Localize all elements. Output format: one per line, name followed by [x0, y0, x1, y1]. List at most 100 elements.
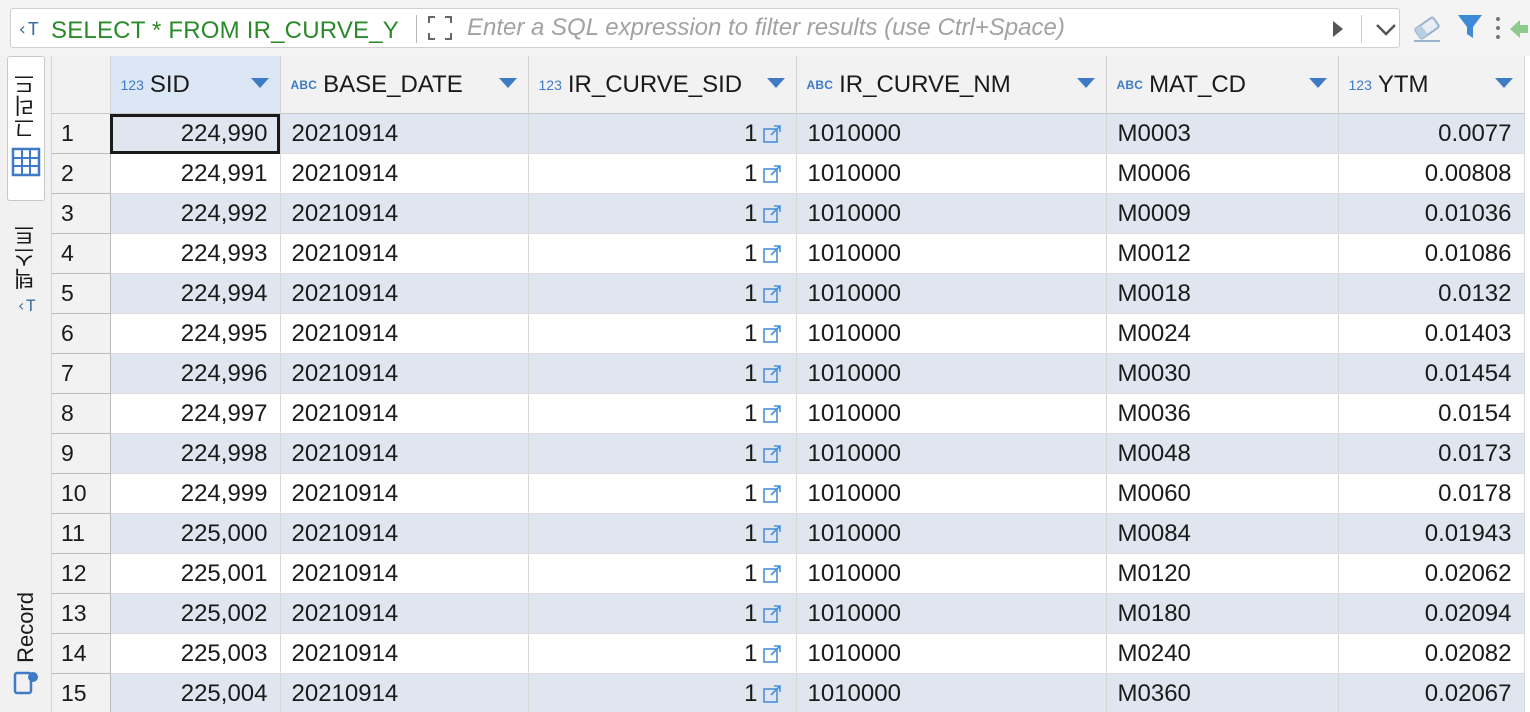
cell-ir-curve-nm[interactable]: 1010000 [796, 673, 1107, 712]
column-header-ir-curve-nm[interactable]: ABC IR_CURVE_NM [796, 56, 1107, 114]
cell-ir-curve-sid[interactable]: 1 [528, 673, 797, 712]
filter-input[interactable] [467, 13, 1287, 43]
back-arrow-icon[interactable] [1506, 14, 1530, 44]
row-number[interactable]: 11 [52, 513, 111, 554]
cell-ir-curve-sid[interactable]: 1 [528, 433, 797, 474]
cell-ytm[interactable]: 0.01086 [1338, 233, 1525, 274]
table-row[interactable]: 1 224,990 20210914 1 1010000 M0003 0.007… [52, 113, 1525, 154]
column-header-base-date[interactable]: ABC BASE_DATE [280, 56, 529, 114]
cell-ir-curve-sid[interactable]: 1 [528, 233, 797, 274]
cell-ytm[interactable]: 0.0173 [1338, 433, 1525, 474]
open-link-icon[interactable] [762, 244, 782, 264]
row-number[interactable]: 6 [52, 313, 111, 354]
cell-sid[interactable]: 225,000 [110, 513, 281, 554]
column-header-ytm[interactable]: 123 YTM [1338, 56, 1525, 114]
cell-ytm[interactable]: 0.00808 [1338, 153, 1525, 194]
cell-mat-cd[interactable]: M0018 [1106, 273, 1339, 314]
sort-arrow-icon[interactable] [1494, 77, 1514, 89]
cell-base-date[interactable]: 20210914 [280, 593, 529, 634]
cell-sid[interactable]: 224,996 [110, 353, 281, 394]
cell-mat-cd[interactable]: M0120 [1106, 553, 1339, 594]
cell-mat-cd[interactable]: M0006 [1106, 153, 1339, 194]
cell-ytm[interactable]: 0.02094 [1338, 593, 1525, 634]
cell-base-date[interactable]: 20210914 [280, 553, 529, 594]
expand-icon[interactable] [425, 13, 455, 43]
sort-arrow-icon[interactable] [1308, 77, 1328, 89]
cell-base-date[interactable]: 20210914 [280, 353, 529, 394]
table-row[interactable]: 3 224,992 20210914 1 1010000 M0009 0.010… [52, 193, 1525, 234]
cell-base-date[interactable]: 20210914 [280, 113, 529, 154]
row-number[interactable]: 9 [52, 433, 111, 474]
open-link-icon[interactable] [762, 484, 782, 504]
cell-ir-curve-sid[interactable]: 1 [528, 113, 797, 154]
table-row[interactable]: 15 225,004 20210914 1 1010000 M0360 0.02… [52, 673, 1525, 712]
cell-ir-curve-nm[interactable]: 1010000 [796, 513, 1107, 554]
play-icon[interactable] [1325, 17, 1349, 41]
column-header-sid[interactable]: 123 SID [110, 56, 281, 114]
cell-base-date[interactable]: 20210914 [280, 633, 529, 674]
cell-ir-curve-nm[interactable]: 1010000 [796, 273, 1107, 314]
cell-ir-curve-nm[interactable]: 1010000 [796, 593, 1107, 634]
table-row[interactable]: 9 224,998 20210914 1 1010000 M0048 0.017… [52, 433, 1525, 474]
cell-ir-curve-sid[interactable]: 1 [528, 633, 797, 674]
open-link-icon[interactable] [762, 524, 782, 544]
cell-base-date[interactable]: 20210914 [280, 273, 529, 314]
tab-record[interactable]: Record [7, 586, 45, 712]
cell-ir-curve-nm[interactable]: 1010000 [796, 313, 1107, 354]
cell-ir-curve-sid[interactable]: 1 [528, 553, 797, 594]
cell-sid[interactable]: 224,992 [110, 193, 281, 234]
cell-ytm[interactable]: 0.0132 [1338, 273, 1525, 314]
cell-mat-cd[interactable]: M0240 [1106, 633, 1339, 674]
table-row[interactable]: 10 224,999 20210914 1 1010000 M0060 0.01… [52, 473, 1525, 514]
cell-ir-curve-nm[interactable]: 1010000 [796, 193, 1107, 234]
cell-sid[interactable]: 225,004 [110, 673, 281, 712]
row-number[interactable]: 4 [52, 233, 111, 274]
cell-base-date[interactable]: 20210914 [280, 233, 529, 274]
table-row[interactable]: 14 225,003 20210914 1 1010000 M0240 0.02… [52, 633, 1525, 674]
active-query-label[interactable]: SELECT * FROM IR_CURVE_Y [51, 17, 400, 44]
open-link-icon[interactable] [762, 364, 782, 384]
row-number[interactable]: 10 [52, 473, 111, 514]
cell-mat-cd[interactable]: M0036 [1106, 393, 1339, 434]
open-link-icon[interactable] [762, 204, 782, 224]
cell-ir-curve-sid[interactable]: 1 [528, 273, 797, 314]
cell-ytm[interactable]: 0.0178 [1338, 473, 1525, 514]
dropdown-icon[interactable] [1371, 17, 1401, 41]
cell-ytm[interactable]: 0.0154 [1338, 393, 1525, 434]
cell-ir-curve-nm[interactable]: 1010000 [796, 553, 1107, 594]
cell-ir-curve-sid[interactable]: 1 [528, 473, 797, 514]
cell-mat-cd[interactable]: M0360 [1106, 673, 1339, 712]
open-link-icon[interactable] [762, 404, 782, 424]
open-link-icon[interactable] [762, 444, 782, 464]
cell-sid[interactable]: 224,999 [110, 473, 281, 514]
cell-ir-curve-nm[interactable]: 1010000 [796, 113, 1107, 154]
cell-ytm[interactable]: 0.01036 [1338, 193, 1525, 234]
cell-sid[interactable]: 224,991 [110, 153, 281, 194]
cell-mat-cd[interactable]: M0003 [1106, 113, 1339, 154]
cell-mat-cd[interactable]: M0048 [1106, 433, 1339, 474]
cell-sid[interactable]: 225,003 [110, 633, 281, 674]
cell-ir-curve-nm[interactable]: 1010000 [796, 633, 1107, 674]
cell-ytm[interactable]: 0.01454 [1338, 353, 1525, 394]
cell-ir-curve-sid[interactable]: 1 [528, 353, 797, 394]
cell-base-date[interactable]: 20210914 [280, 433, 529, 474]
open-link-icon[interactable] [762, 604, 782, 624]
row-number[interactable]: 5 [52, 273, 111, 314]
sort-arrow-icon[interactable] [1076, 77, 1096, 89]
row-number[interactable]: 13 [52, 593, 111, 634]
cell-ir-curve-nm[interactable]: 1010000 [796, 473, 1107, 514]
cell-base-date[interactable]: 20210914 [280, 393, 529, 434]
cell-ir-curve-sid[interactable]: 1 [528, 153, 797, 194]
table-row[interactable]: 7 224,996 20210914 1 1010000 M0030 0.014… [52, 353, 1525, 394]
table-row[interactable]: 5 224,994 20210914 1 1010000 M0018 0.013… [52, 273, 1525, 314]
cell-ytm[interactable]: 0.01943 [1338, 513, 1525, 554]
cell-ir-curve-sid[interactable]: 1 [528, 513, 797, 554]
cell-mat-cd[interactable]: M0060 [1106, 473, 1339, 514]
row-number[interactable]: 2 [52, 153, 111, 194]
cell-ytm[interactable]: 0.02067 [1338, 673, 1525, 712]
cell-sid[interactable]: 224,994 [110, 273, 281, 314]
cell-ytm[interactable]: 0.0077 [1338, 113, 1525, 154]
column-header-mat-cd[interactable]: ABC MAT_CD [1106, 56, 1339, 114]
cell-mat-cd[interactable]: M0030 [1106, 353, 1339, 394]
cell-ytm[interactable]: 0.01403 [1338, 313, 1525, 354]
